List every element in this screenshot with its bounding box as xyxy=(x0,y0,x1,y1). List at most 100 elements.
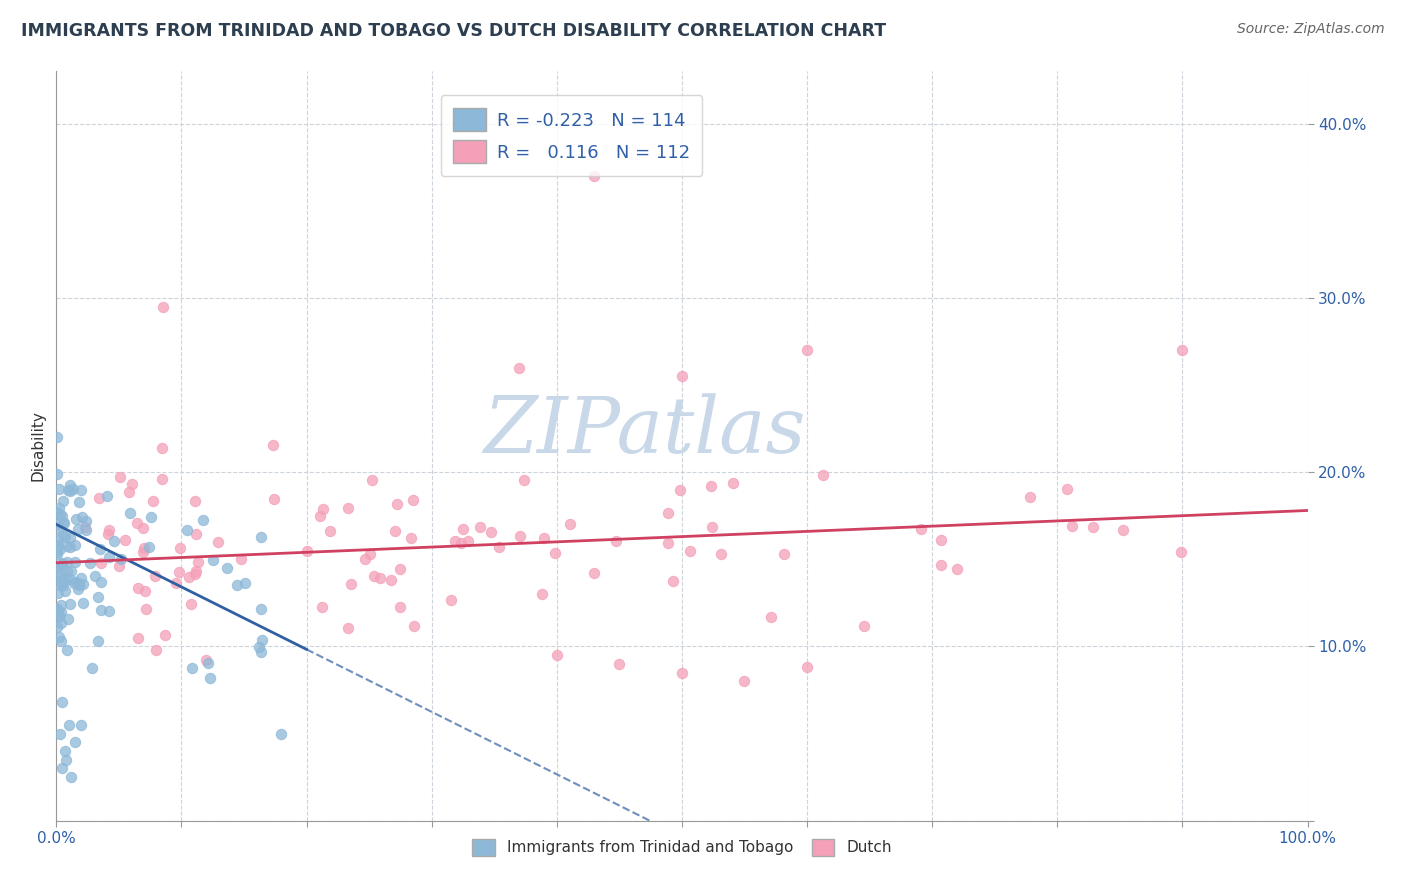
Point xyxy=(451,522,474,536)
Point xyxy=(353,552,375,566)
Point xyxy=(63,538,86,552)
Point xyxy=(67,495,90,509)
Point xyxy=(359,547,381,561)
Point xyxy=(127,581,149,595)
Point xyxy=(679,544,702,558)
Point xyxy=(141,509,163,524)
Point xyxy=(699,479,721,493)
Point xyxy=(404,618,426,632)
Point xyxy=(250,632,273,647)
Point xyxy=(97,604,120,618)
Point xyxy=(51,634,73,648)
Point xyxy=(56,643,79,657)
Point xyxy=(945,562,967,576)
Point xyxy=(226,578,249,592)
Point xyxy=(97,523,120,537)
Point xyxy=(657,507,679,521)
Point xyxy=(671,665,693,680)
Point xyxy=(118,485,141,500)
Point xyxy=(233,576,256,591)
Point xyxy=(202,553,225,567)
Point xyxy=(59,572,82,586)
Point xyxy=(48,542,70,557)
Point xyxy=(605,534,627,549)
Point xyxy=(96,489,118,503)
Point xyxy=(51,694,73,708)
Point xyxy=(51,556,73,570)
Point xyxy=(145,643,167,657)
Point xyxy=(669,483,692,497)
Point xyxy=(207,534,229,549)
Point xyxy=(143,569,166,583)
Point xyxy=(56,539,79,553)
Point xyxy=(177,570,200,584)
Point xyxy=(336,500,359,515)
Point xyxy=(70,571,93,585)
Point xyxy=(184,564,207,578)
Point xyxy=(384,524,406,539)
Point xyxy=(65,512,87,526)
Point xyxy=(700,520,723,534)
Point xyxy=(440,592,463,607)
Point xyxy=(262,438,284,452)
Point xyxy=(49,558,72,573)
Point xyxy=(49,615,72,630)
Point xyxy=(127,631,149,645)
Point xyxy=(67,578,90,592)
Point xyxy=(1083,520,1105,534)
Point xyxy=(295,544,318,558)
Point xyxy=(59,597,82,611)
Point xyxy=(48,520,70,534)
Point xyxy=(67,582,90,596)
Point xyxy=(401,532,423,546)
Point xyxy=(1018,491,1040,505)
Point xyxy=(339,577,361,591)
Point xyxy=(509,529,531,543)
Point xyxy=(46,569,69,583)
Point xyxy=(75,524,97,538)
Point xyxy=(46,538,69,552)
Point xyxy=(910,522,932,536)
Point xyxy=(181,661,204,675)
Point xyxy=(110,551,132,566)
Point xyxy=(97,527,120,541)
Point xyxy=(46,467,69,481)
Point xyxy=(55,529,77,543)
Point xyxy=(46,547,69,561)
Point xyxy=(443,534,465,549)
Point xyxy=(180,597,202,611)
Point xyxy=(52,494,75,508)
Point xyxy=(48,516,70,531)
Point xyxy=(48,508,70,522)
Point xyxy=(796,343,818,358)
Point xyxy=(184,566,207,581)
Point xyxy=(796,660,818,674)
Point xyxy=(72,596,94,610)
Point xyxy=(56,612,79,626)
Point xyxy=(59,541,82,555)
Point xyxy=(165,575,187,590)
Point xyxy=(62,576,84,591)
Point xyxy=(72,576,94,591)
Point xyxy=(46,430,69,444)
Point xyxy=(48,607,70,622)
Point xyxy=(533,532,555,546)
Point xyxy=(215,561,238,575)
Point xyxy=(402,492,425,507)
Point xyxy=(152,300,174,314)
Point xyxy=(127,516,149,530)
Point xyxy=(46,603,69,617)
Point xyxy=(309,509,332,524)
Point xyxy=(46,505,69,519)
Point xyxy=(319,524,342,538)
Point xyxy=(1056,482,1078,496)
Point xyxy=(59,531,82,545)
Point xyxy=(48,610,70,624)
Point xyxy=(69,483,91,497)
Point xyxy=(62,483,84,497)
Point xyxy=(51,761,73,775)
Text: IMMIGRANTS FROM TRINIDAD AND TOBAGO VS DUTCH DISABILITY CORRELATION CHART: IMMIGRANTS FROM TRINIDAD AND TOBAGO VS D… xyxy=(21,22,886,40)
Point xyxy=(114,533,136,547)
Point xyxy=(46,586,69,600)
Point xyxy=(53,583,76,598)
